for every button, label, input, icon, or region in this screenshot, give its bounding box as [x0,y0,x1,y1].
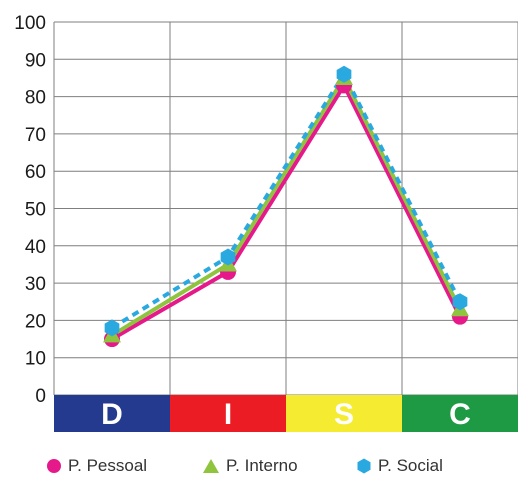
triangle-icon [203,459,219,473]
y-tick-label: 80 [25,88,46,109]
series-lines [103,65,469,348]
series-line [110,83,462,341]
y-tick-label: 90 [25,50,46,71]
legend-item-interno: P. Interno [202,456,298,476]
legend: P. Pessoal P. Interno P. Social [0,452,518,477]
data-point [104,319,120,337]
data-point [336,65,352,83]
data-point [452,293,468,311]
category-label: S [334,398,354,431]
y-tick-label: 60 [25,162,46,183]
y-tick-label: 100 [14,13,46,34]
legend-label: P. Interno [226,456,298,475]
grid-lines [53,21,518,396]
legend-label: P. Social [378,456,443,475]
legend-label: P. Pessoal [68,456,148,475]
category-band [402,395,518,432]
y-tick-label: 10 [25,349,46,370]
disc-chart: 0 10 20 30 40 50 60 70 80 90 100 D I S C [14,13,518,432]
y-tick-label: 70 [25,125,46,146]
legend-item-pessoal: P. Pessoal [46,456,147,476]
category-band [54,395,170,432]
y-tick-label: 50 [25,200,46,221]
data-point [220,248,236,266]
category-band [286,395,402,432]
category-label: D [101,398,123,431]
category-label: I [224,398,232,431]
legend-item-social: P. Social [356,456,443,476]
series-line [110,72,462,330]
y-tick-label: 30 [25,274,46,295]
category-label: C [449,398,471,431]
category-band [170,395,286,432]
y-axis-ticks: 0 10 20 30 40 50 60 70 80 90 100 [14,13,46,407]
y-tick-label: 40 [25,237,46,258]
circle-icon [47,459,61,473]
hexagon-icon [357,458,371,474]
series-line [110,75,462,338]
y-tick-label: 0 [35,386,46,407]
y-tick-label: 20 [25,311,46,332]
